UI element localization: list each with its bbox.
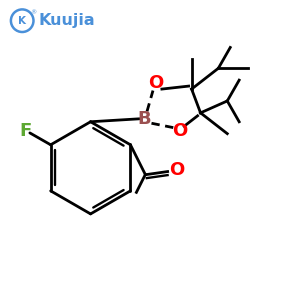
Text: B: B (137, 110, 151, 128)
Text: O: O (172, 122, 187, 140)
Text: O: O (169, 161, 184, 179)
Text: ®: ® (30, 11, 37, 16)
Text: Kuujia: Kuujia (38, 13, 95, 28)
Text: K: K (18, 16, 26, 26)
Text: F: F (19, 122, 32, 140)
Text: O: O (148, 74, 164, 92)
